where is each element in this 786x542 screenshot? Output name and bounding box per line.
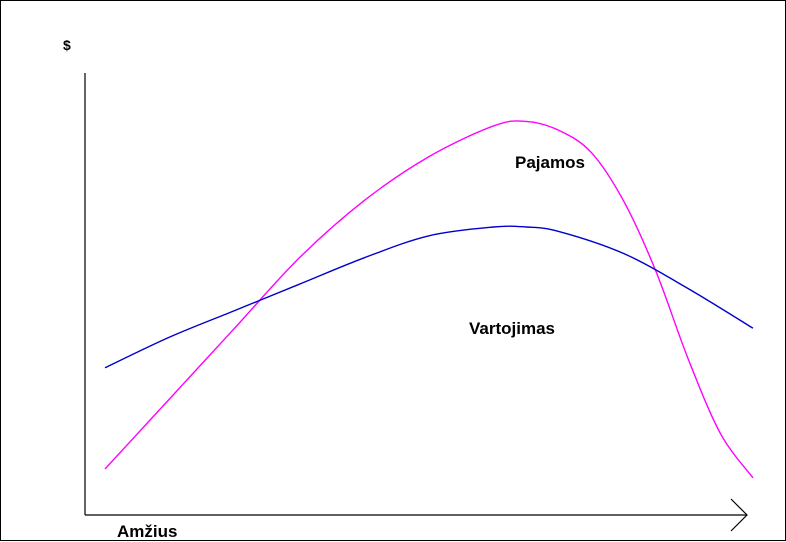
y-axis-label: $ — [63, 37, 71, 53]
series-line-vartojimas — [104, 225, 754, 369]
series-label-pajamos: Pajamos — [515, 153, 585, 172]
x-axis-label: Amžius — [117, 522, 177, 541]
series-label-vartojimas: Vartojimas — [469, 319, 555, 338]
x-axis-arrowhead — [730, 498, 748, 532]
series-line-pajamos — [104, 120, 754, 479]
